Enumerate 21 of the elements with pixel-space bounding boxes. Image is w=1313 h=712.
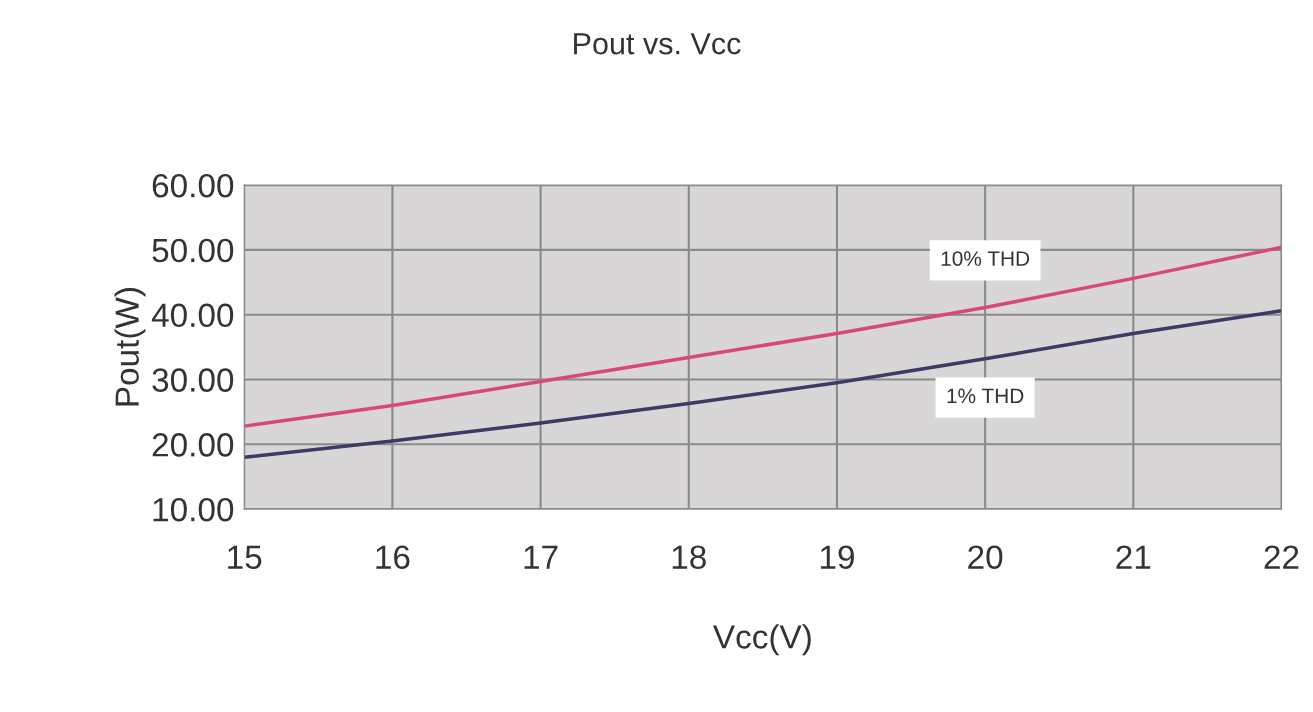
x-tick-label: 15	[228, 545, 262, 569]
chart-title: Pout vs. Vcc	[574, 33, 741, 55]
y-tick-label: 30.00	[152, 368, 234, 392]
y-tick-label: 60.00	[152, 173, 234, 198]
x-axis-title: Vcc(V)	[713, 624, 811, 656]
line-series	[244, 309, 1282, 459]
y-axis-title: Pout(W)	[114, 288, 146, 406]
series-label: 1% THD	[947, 388, 1024, 404]
x-tick-label: 21	[1116, 545, 1151, 569]
series-label: 10% THD	[941, 251, 1030, 266]
y-tick-label: 20.00	[152, 433, 234, 457]
y-tick-label: 50.00	[152, 238, 234, 263]
x-tick-label: 18	[672, 545, 706, 569]
y-tick-label: 10.00	[153, 497, 234, 522]
y-tick-label: 40.00	[151, 303, 234, 328]
x-tick-label: 22	[1264, 545, 1299, 569]
x-tick-label: 20	[968, 545, 1003, 569]
x-tick-label: 19	[820, 545, 854, 569]
x-tick-label: 16	[376, 545, 410, 569]
line-series	[244, 245, 1282, 428]
x-tick-label: 17	[524, 545, 558, 569]
